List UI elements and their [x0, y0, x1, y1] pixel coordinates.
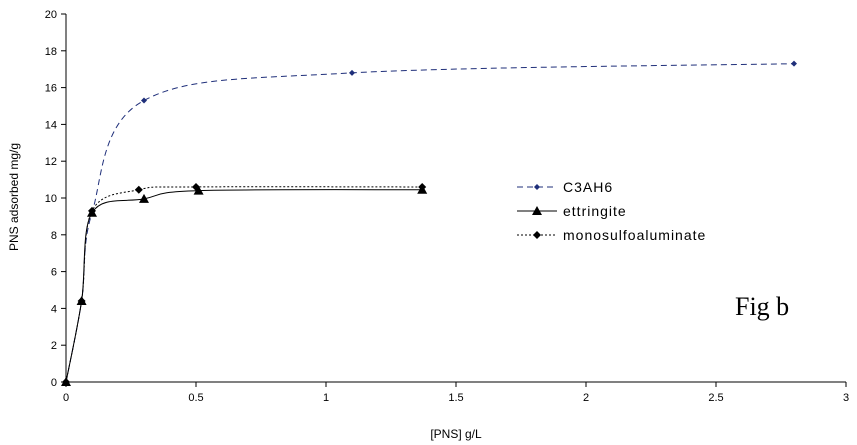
- data-point: [349, 69, 355, 76]
- figure-annotation: Fig b: [735, 292, 789, 321]
- y-tick-label: 14: [45, 119, 57, 131]
- y-ticks: 0 2 4 6 8 10 12 14 16 18 20: [45, 9, 66, 389]
- series-C3AH6: [63, 60, 797, 385]
- x-tick-label: 0: [63, 392, 69, 404]
- data-point: [141, 97, 147, 104]
- y-axis-label: PNS adsorbed mg/g: [7, 143, 21, 251]
- x-ticks: 0 0.5 1 1.5 2 2.5 3: [63, 382, 849, 404]
- legend-marker: [532, 206, 542, 215]
- y-tick-label: 4: [51, 303, 57, 315]
- legend-label: ettringite: [563, 203, 627, 219]
- data-point: [77, 297, 86, 306]
- x-tick-label: 2.5: [708, 392, 723, 404]
- legend-label: C3AH6: [563, 179, 613, 195]
- data-point: [791, 60, 797, 67]
- data-point: [192, 182, 200, 191]
- legend: C3AH6 ettringite monosulfoaluminate: [517, 179, 706, 243]
- series-line: [65, 63, 795, 383]
- data-point: [88, 206, 96, 215]
- legend-label: monosulfoaluminate: [563, 227, 706, 243]
- series-monosulfoaluminate: [62, 182, 427, 386]
- y-tick-label: 6: [51, 267, 57, 279]
- y-tick-label: 0: [51, 377, 57, 389]
- data-point: [193, 185, 204, 195]
- data-point: [139, 193, 149, 203]
- data-point: [62, 378, 70, 386]
- y-tick-label: 10: [45, 193, 57, 205]
- y-tick-label: 12: [45, 156, 57, 168]
- legend-marker: [533, 231, 541, 239]
- legend-marker: [534, 184, 540, 190]
- series-line: [65, 189, 423, 383]
- x-tick-label: 1: [323, 392, 329, 404]
- series-ettringite: [61, 184, 428, 386]
- data-point: [418, 182, 427, 191]
- series-layer: [61, 60, 797, 386]
- series-line: [65, 186, 423, 383]
- x-tick-label: 1.5: [448, 392, 463, 404]
- y-tick-label: 8: [51, 230, 57, 242]
- x-tick-label: 3: [843, 392, 849, 404]
- x-tick-label: 0.5: [188, 392, 203, 404]
- x-axis-label: [PNS] g/L: [430, 427, 482, 441]
- data-point: [134, 185, 143, 194]
- y-tick-label: 2: [51, 340, 57, 352]
- y-tick-label: 16: [45, 83, 57, 95]
- y-tick-label: 20: [45, 9, 57, 21]
- y-tick-label: 18: [45, 46, 57, 58]
- x-tick-label: 2: [583, 392, 589, 404]
